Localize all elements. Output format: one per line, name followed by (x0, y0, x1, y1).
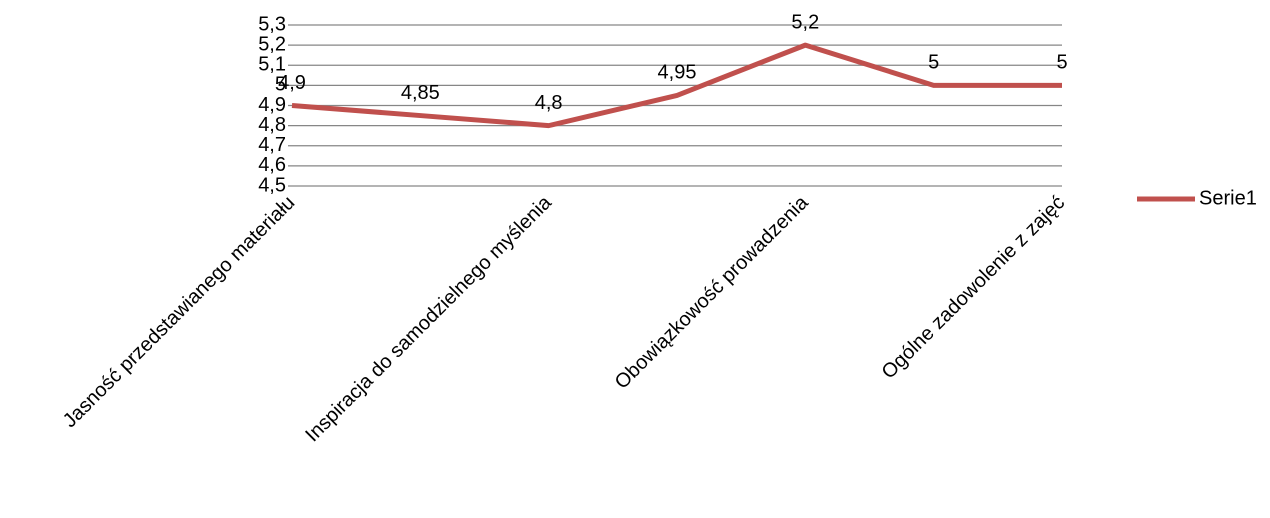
data-label: 5 (928, 52, 939, 74)
legend-label: Serie1 (1199, 187, 1257, 209)
x-tick-label: Ogólne zadowolenie z zajęć (878, 192, 1070, 384)
y-tick-label: 5,2 (258, 33, 286, 55)
y-tick-label: 4,8 (258, 114, 286, 136)
x-tick-label: Inspiracja do samodzielnego myślenia (301, 191, 556, 446)
line-series (291, 42, 1062, 129)
y-tick-label: 4,7 (258, 134, 286, 156)
y-tick-label: 5,3 (258, 13, 286, 35)
x-tick-label: Obowiązkowość prowadzenia (611, 191, 813, 393)
data-label: 4,8 (535, 92, 563, 114)
data-label: 5 (1056, 52, 1067, 74)
x-tick-label: Jasność przedstawianego materiału (59, 192, 299, 432)
y-tick-label: 4,6 (258, 154, 286, 176)
y-tick-label: 5,1 (258, 54, 286, 76)
y-tick-label: 5 (275, 74, 286, 96)
data-label: 4,9 (278, 72, 306, 94)
y-tick-label: 4,5 (258, 174, 286, 196)
data-label: 4,95 (658, 62, 697, 84)
y-tick-label: 4,9 (258, 94, 286, 116)
data-label: 5,2 (791, 11, 819, 33)
data-label: 4,85 (401, 82, 440, 104)
